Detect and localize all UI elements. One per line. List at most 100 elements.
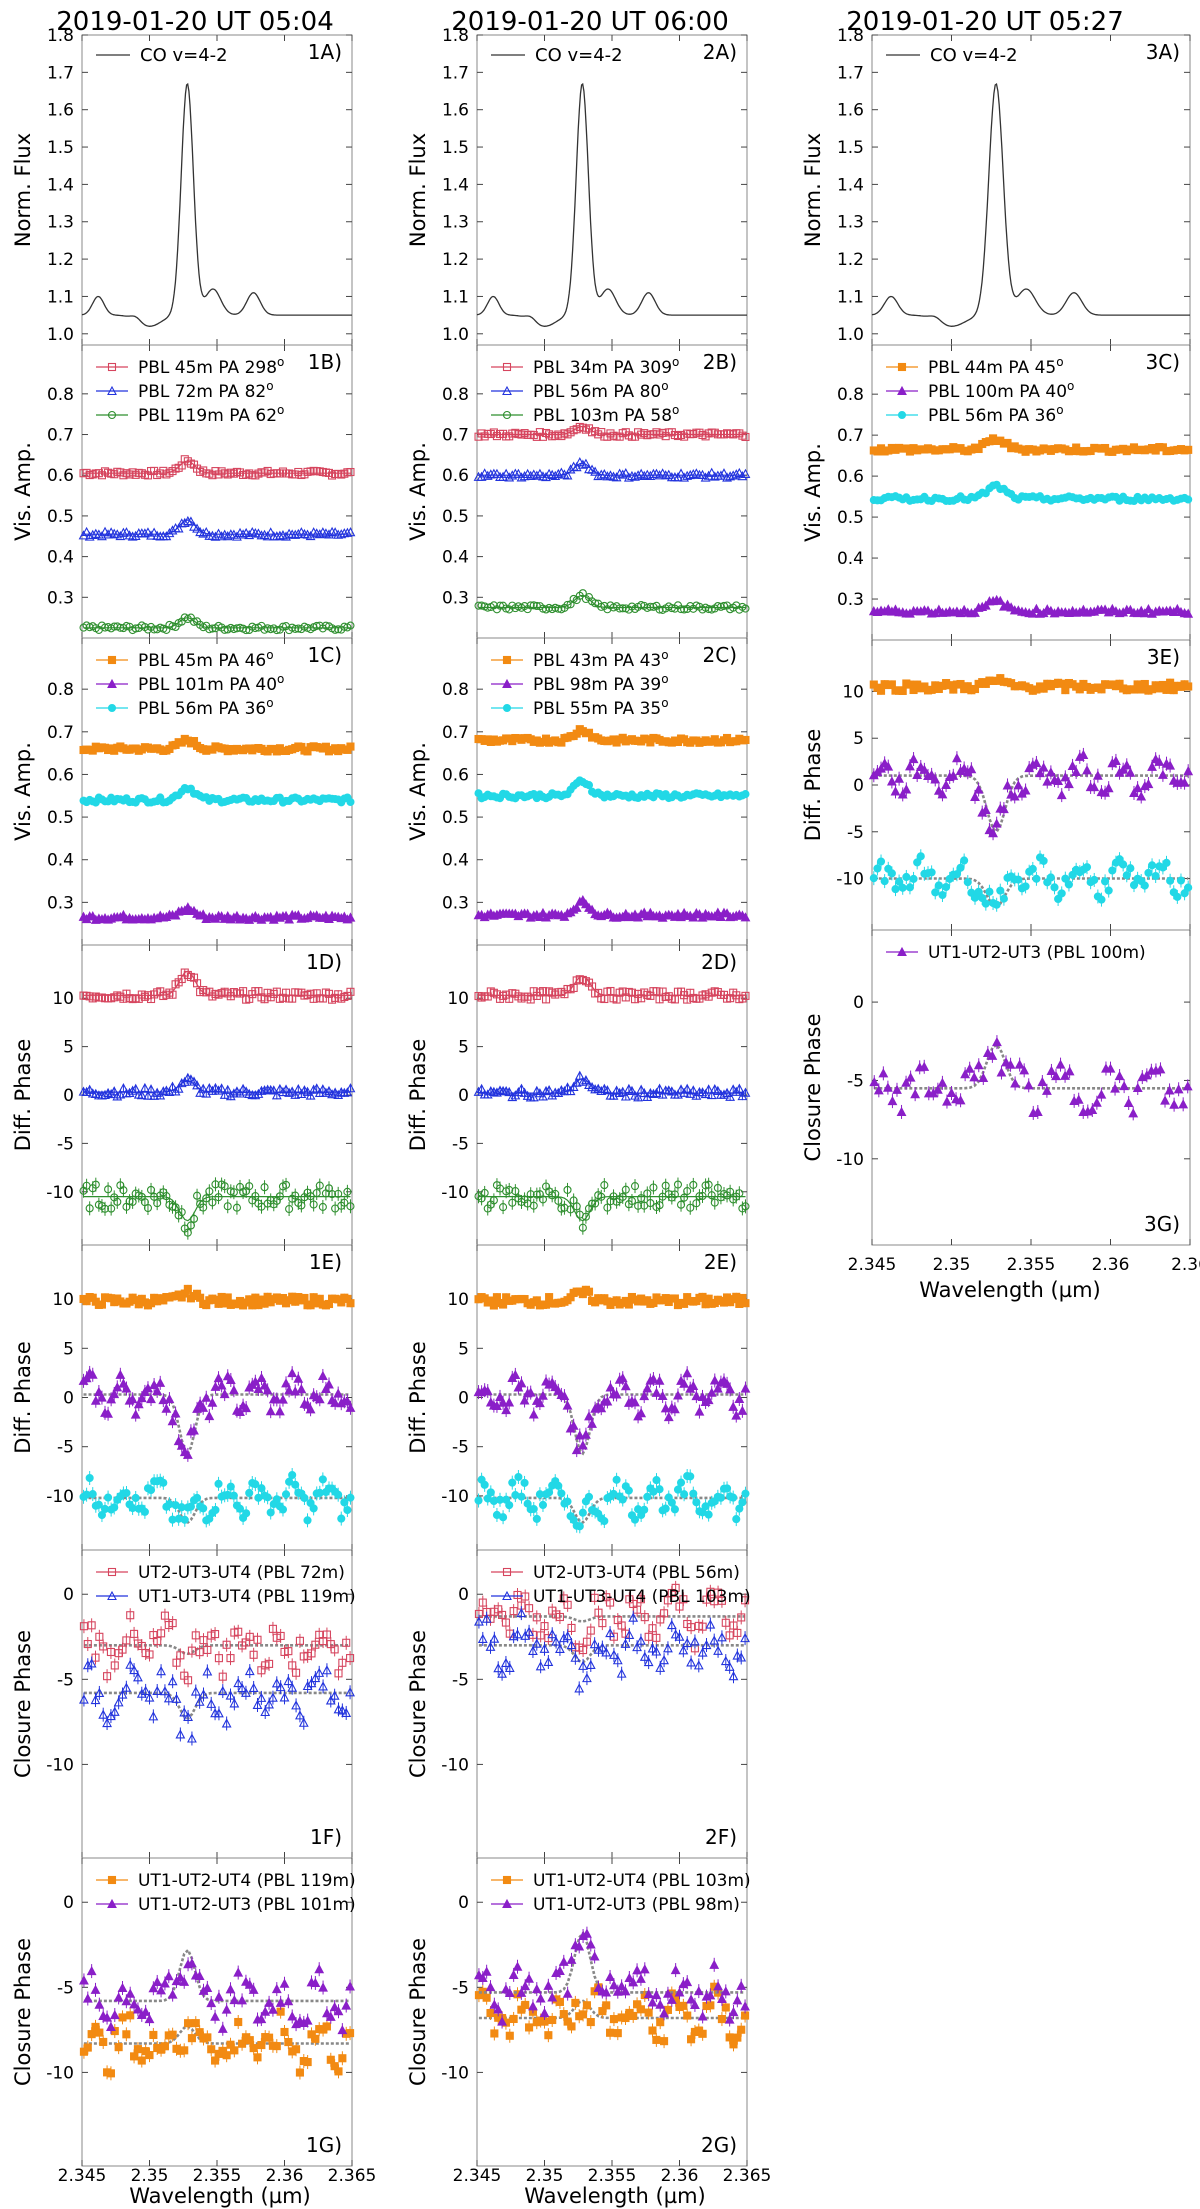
data-point (310, 1672, 321, 1683)
data-point (259, 1380, 270, 1390)
data-point (287, 1682, 298, 1692)
y-tick-label: -10 (441, 2063, 469, 2083)
data-point (562, 1988, 573, 1998)
panel-tag: 2D) (701, 950, 737, 974)
y-tick-label: 1.4 (47, 175, 74, 195)
data-point (171, 1203, 180, 1212)
data-point (189, 1076, 199, 1086)
data-point (100, 623, 110, 632)
data-point (741, 735, 750, 745)
data-point (106, 1088, 117, 1099)
y-tick-label: 1.7 (47, 63, 74, 83)
panel-tag: 2B) (703, 350, 737, 374)
data-point (158, 1086, 169, 1096)
data-point (229, 1994, 240, 2005)
data-point (146, 530, 156, 540)
data-point (130, 1083, 141, 1093)
data-point (312, 1188, 321, 1198)
data-point (242, 626, 251, 635)
data-point (81, 526, 92, 537)
data-point (160, 2042, 169, 2051)
panel-tag: 1G) (306, 2133, 342, 2157)
legend-label: CO v=4-2 (930, 45, 1018, 66)
data-point (615, 604, 624, 613)
y-tick-label: 1.1 (837, 287, 864, 307)
degree-sign: o (266, 379, 273, 393)
data-point (287, 1086, 298, 1096)
y-tick-label: 5 (63, 1038, 74, 1058)
data-point (104, 1185, 113, 1194)
data-point (633, 470, 643, 480)
data-point (207, 1085, 218, 1095)
data-point (222, 530, 233, 541)
x-axis-label-1: Wavelength (µm) (129, 2184, 310, 2208)
data-point (168, 2030, 177, 2039)
data-point (216, 1083, 227, 1093)
data-point (198, 1083, 209, 1093)
data-point (480, 1480, 489, 1489)
data-point (171, 1693, 182, 1703)
data-point (629, 2011, 638, 2020)
data-point (152, 1385, 163, 1395)
data-point (334, 1189, 343, 1198)
data-point (525, 2023, 534, 2032)
data-point (90, 1694, 101, 1705)
data-point (268, 1085, 279, 1095)
data-point (109, 2009, 120, 2020)
data-point (251, 1480, 260, 1489)
data-point (618, 604, 627, 613)
data-point (211, 1180, 220, 1189)
data-point (130, 2052, 139, 2061)
data-point (571, 1998, 580, 2007)
data-point (272, 2042, 281, 2051)
data-point (140, 2006, 151, 2016)
y-axis-label: Closure Phase (11, 1938, 35, 2086)
y-tick-label: 0.4 (442, 548, 469, 568)
data-point (317, 1084, 328, 1094)
y-tick-label: -10 (46, 2063, 74, 2083)
data-point (183, 1284, 192, 1293)
data-point (337, 1514, 346, 1523)
degree-sign: o (277, 403, 284, 417)
data-point (278, 1394, 288, 1404)
data-point (176, 1651, 185, 1660)
data-point (122, 621, 131, 631)
data-point (268, 1692, 278, 1702)
data-point (187, 1958, 197, 1968)
data-point (293, 1083, 304, 1094)
data-point (652, 987, 661, 996)
data-point (238, 529, 248, 539)
data-point (502, 362, 512, 372)
data-point (95, 1632, 104, 1641)
data-point (562, 1082, 573, 1092)
data-point (256, 2013, 267, 2024)
data-point (265, 1405, 276, 1416)
data-point (257, 2041, 266, 2050)
data-point (149, 527, 160, 537)
y-tick-label: 0.6 (837, 467, 864, 487)
data-point (507, 470, 518, 480)
data-point (139, 528, 150, 538)
y-tick-label: -10 (441, 1487, 469, 1507)
data-point (284, 1385, 295, 1395)
data-point (144, 1692, 155, 1702)
data-point (195, 1648, 204, 1657)
data-point (647, 1997, 658, 2007)
data-point (717, 2015, 726, 2024)
data-point (110, 1503, 119, 1512)
data-point (245, 2036, 254, 2045)
data-point (670, 1964, 681, 1975)
data-point (260, 2006, 271, 2016)
data-point (149, 1090, 160, 1100)
legend-label: PBL 43m PA 43o (533, 648, 669, 671)
data-point (202, 1194, 211, 1203)
y-tick-label: 1.5 (47, 138, 74, 158)
y-tick-label: 1.8 (442, 26, 469, 46)
data-point (609, 2015, 618, 2024)
data-point (146, 1393, 156, 1404)
data-point (214, 1991, 224, 2001)
data-point (346, 797, 355, 807)
data-point (103, 529, 113, 539)
data-point (502, 703, 512, 713)
data-point (259, 1085, 270, 1095)
